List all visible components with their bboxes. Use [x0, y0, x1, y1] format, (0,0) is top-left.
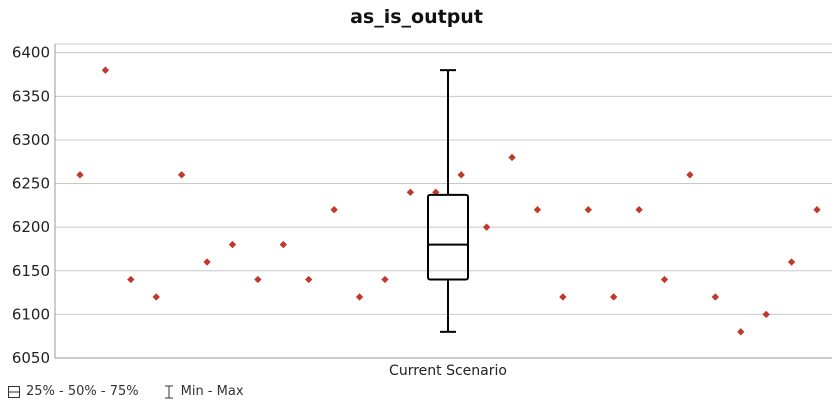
y-tick-label: 6200	[12, 218, 50, 236]
grid-lines	[55, 43, 832, 315]
y-tick-label: 6100	[12, 305, 50, 323]
data-point	[635, 206, 643, 214]
data-point	[177, 171, 186, 179]
data-point	[584, 206, 592, 214]
data-point	[127, 275, 135, 284]
data-point	[406, 188, 415, 196]
data-point	[305, 275, 313, 284]
data-point	[508, 153, 516, 162]
data-point	[355, 293, 364, 301]
box-plot	[427, 69, 469, 333]
axes	[54, 44, 832, 359]
data-point	[482, 223, 491, 231]
data-point	[737, 328, 745, 336]
data-point	[76, 171, 84, 179]
data-point	[330, 206, 338, 214]
data-point	[762, 310, 770, 319]
legend-item-minmax: Min - Max	[163, 384, 244, 399]
data-point	[711, 293, 720, 301]
legend: 25% - 50% - 75% Min - Max	[8, 384, 268, 399]
data-point	[610, 293, 618, 301]
y-tick-label: 6300	[12, 131, 50, 149]
chart-title: as_is_output	[350, 6, 483, 28]
data-point	[381, 275, 389, 284]
y-tick-label: 6150	[12, 262, 50, 280]
data-point	[228, 240, 237, 249]
data-point	[279, 240, 287, 249]
data-point	[686, 171, 694, 179]
data-point	[457, 171, 465, 179]
data-point	[152, 293, 160, 301]
data-point	[787, 258, 796, 266]
data-point	[559, 293, 567, 301]
whisker-icon	[164, 385, 173, 398]
x-category-labels: Current Scenario	[389, 363, 507, 379]
y-tick-labels: 6050 6100 6150 6200 6250 6300 6350 6400	[12, 44, 50, 367]
quartile-box	[427, 193, 469, 281]
data-point	[101, 66, 110, 74]
y-tick-label: 6050	[12, 349, 50, 367]
y-tick-label: 6350	[12, 87, 50, 105]
y-tick-label: 6250	[12, 175, 50, 193]
data-point	[254, 275, 262, 284]
data-point	[660, 275, 669, 284]
data-point	[813, 206, 821, 214]
box-icon	[8, 385, 20, 398]
legend-item-quartiles: 25% - 50% - 75%	[8, 384, 139, 399]
data-point	[203, 258, 211, 266]
x-category-label: Current Scenario	[389, 363, 507, 379]
legend-label-minmax: Min - Max	[180, 384, 244, 399]
legend-label-quartiles: 25% - 50% - 75%	[26, 384, 139, 399]
y-tick-label: 6400	[12, 44, 50, 62]
data-point	[533, 206, 542, 214]
